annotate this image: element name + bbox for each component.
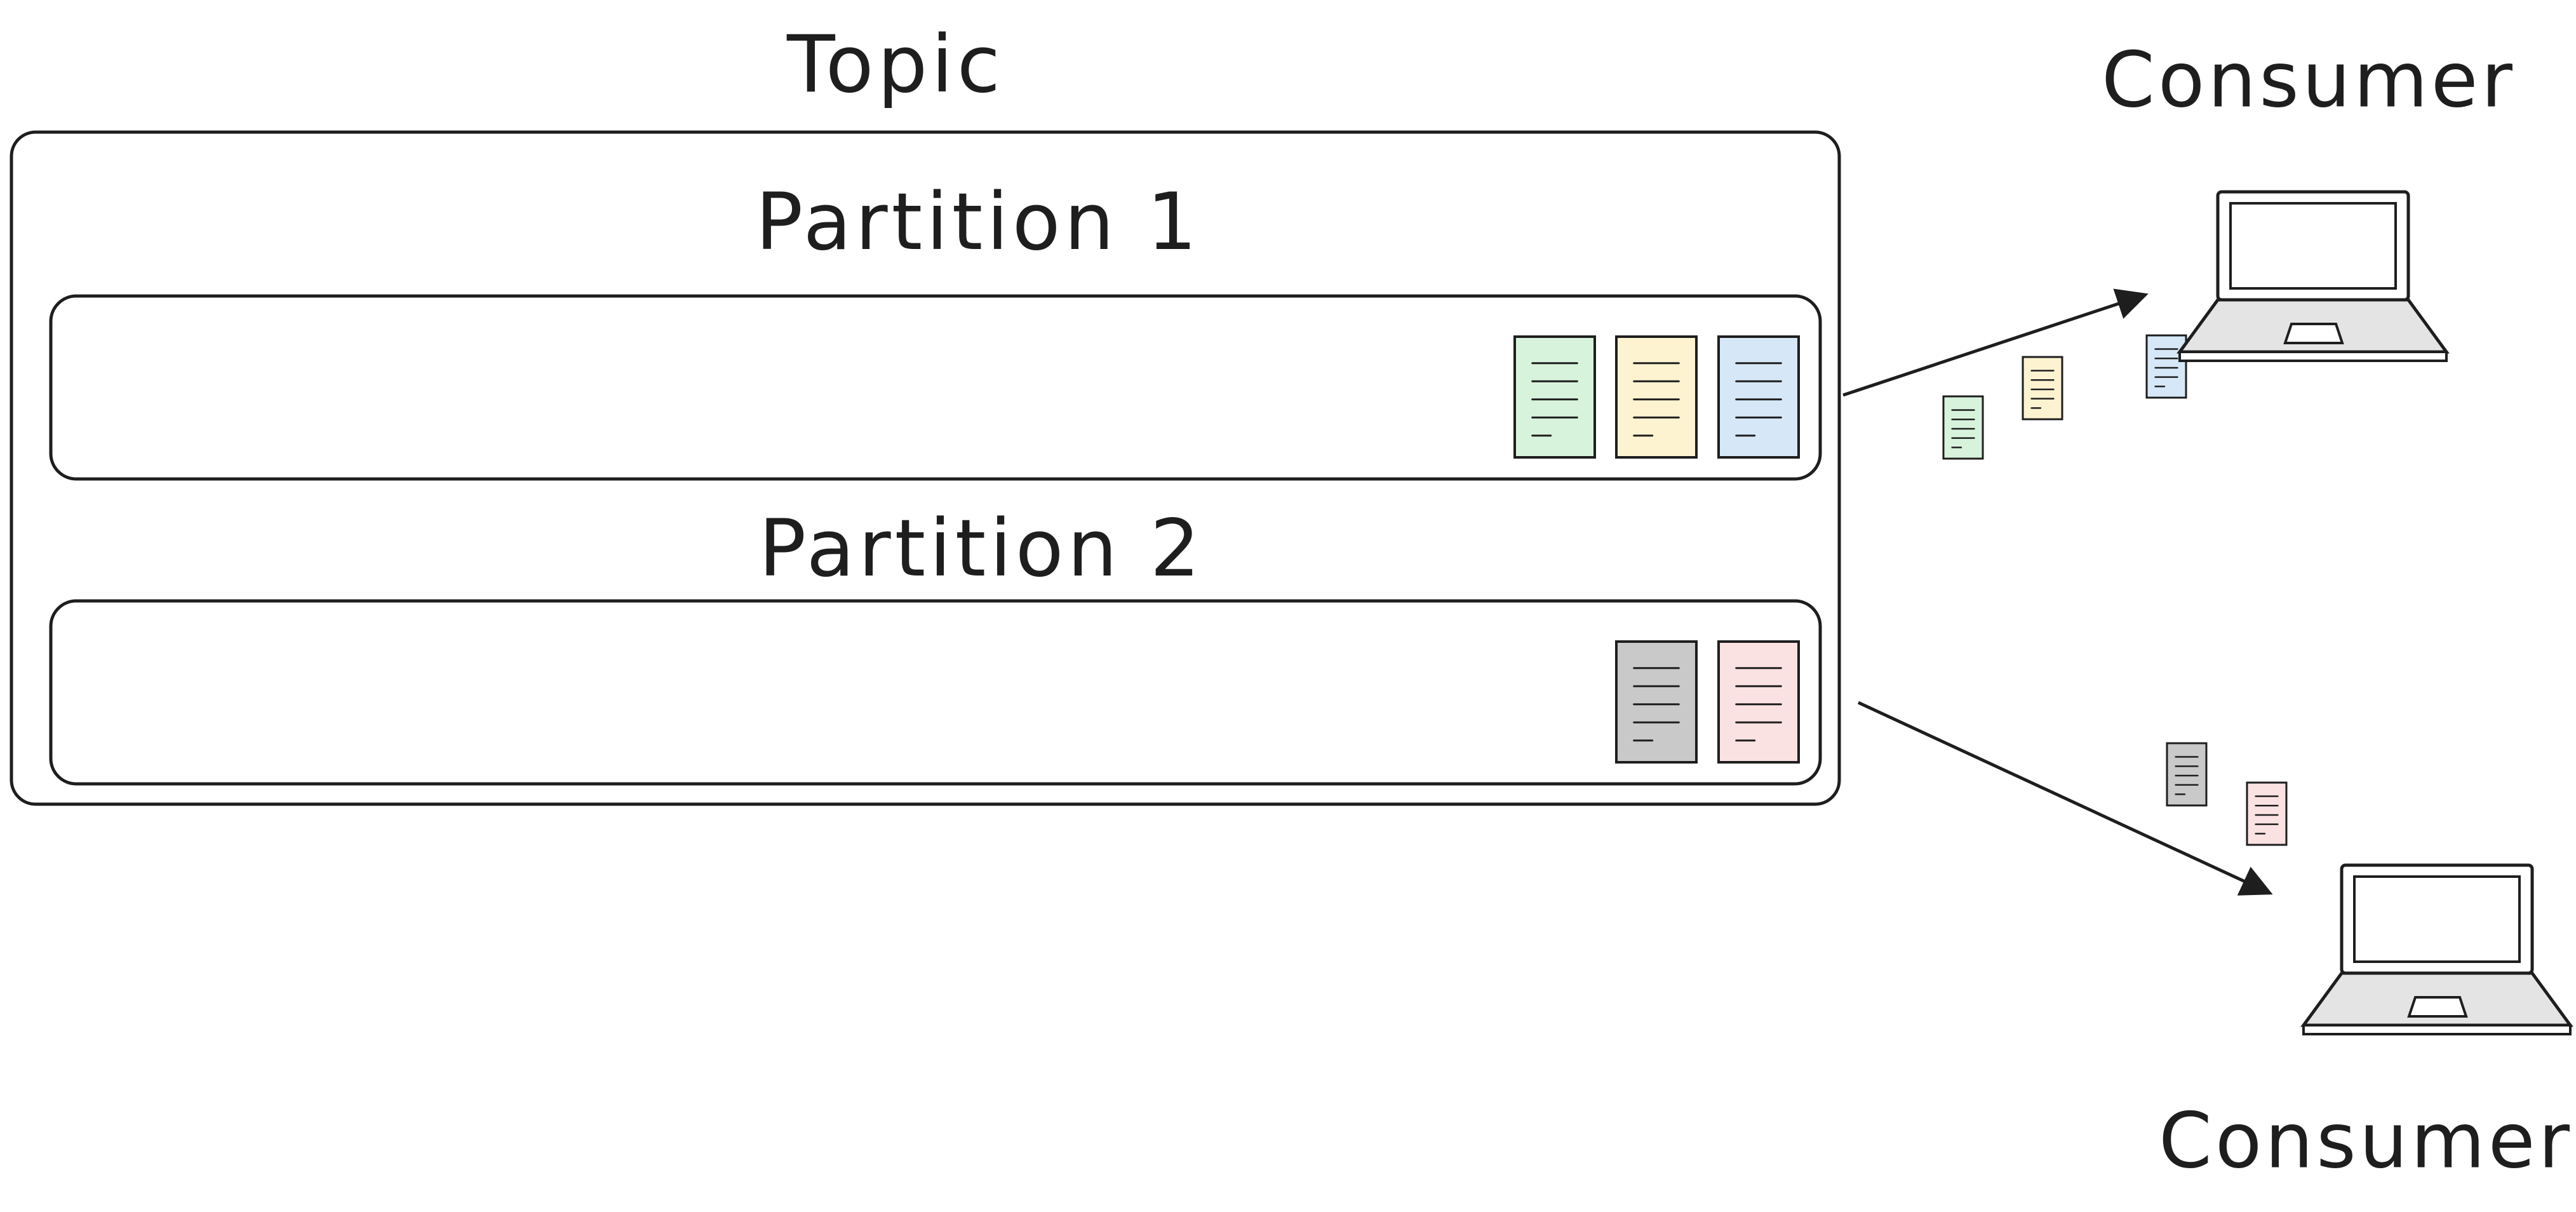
message-document-icon — [1615, 335, 1698, 459]
message-document-icon — [1513, 335, 1596, 459]
laptop-icon — [2177, 190, 2450, 362]
partition-1-messages — [1513, 335, 1800, 459]
in-flight-messages-2 — [2166, 742, 2288, 846]
partition-1-label: Partition 1 — [755, 177, 1200, 268]
message-document-icon — [1942, 395, 1984, 460]
consumer-1-label: Consumer — [2102, 37, 2516, 125]
consumer-2-label: Consumer — [2159, 1098, 2573, 1186]
message-document-icon — [1615, 640, 1698, 764]
message-document-icon — [2145, 334, 2187, 399]
laptop-icon — [2300, 863, 2573, 1035]
partition-2-messages — [1615, 640, 1800, 764]
partition-2-box — [49, 599, 1822, 786]
message-document-icon — [2022, 356, 2063, 421]
topic-container — [10, 130, 1841, 806]
arrow-to-consumer-1 — [1842, 288, 2149, 397]
topic-label: Topic — [786, 19, 1004, 111]
message-document-icon — [2166, 742, 2208, 807]
partition-1-box — [49, 294, 1822, 481]
arrow-to-consumer-2 — [1857, 701, 2273, 896]
message-document-icon — [1717, 335, 1800, 459]
message-document-icon — [2246, 781, 2288, 846]
in-flight-messages-1 — [1942, 334, 2187, 460]
message-document-icon — [1717, 640, 1800, 764]
partition-2-label: Partition 2 — [758, 503, 1204, 595]
